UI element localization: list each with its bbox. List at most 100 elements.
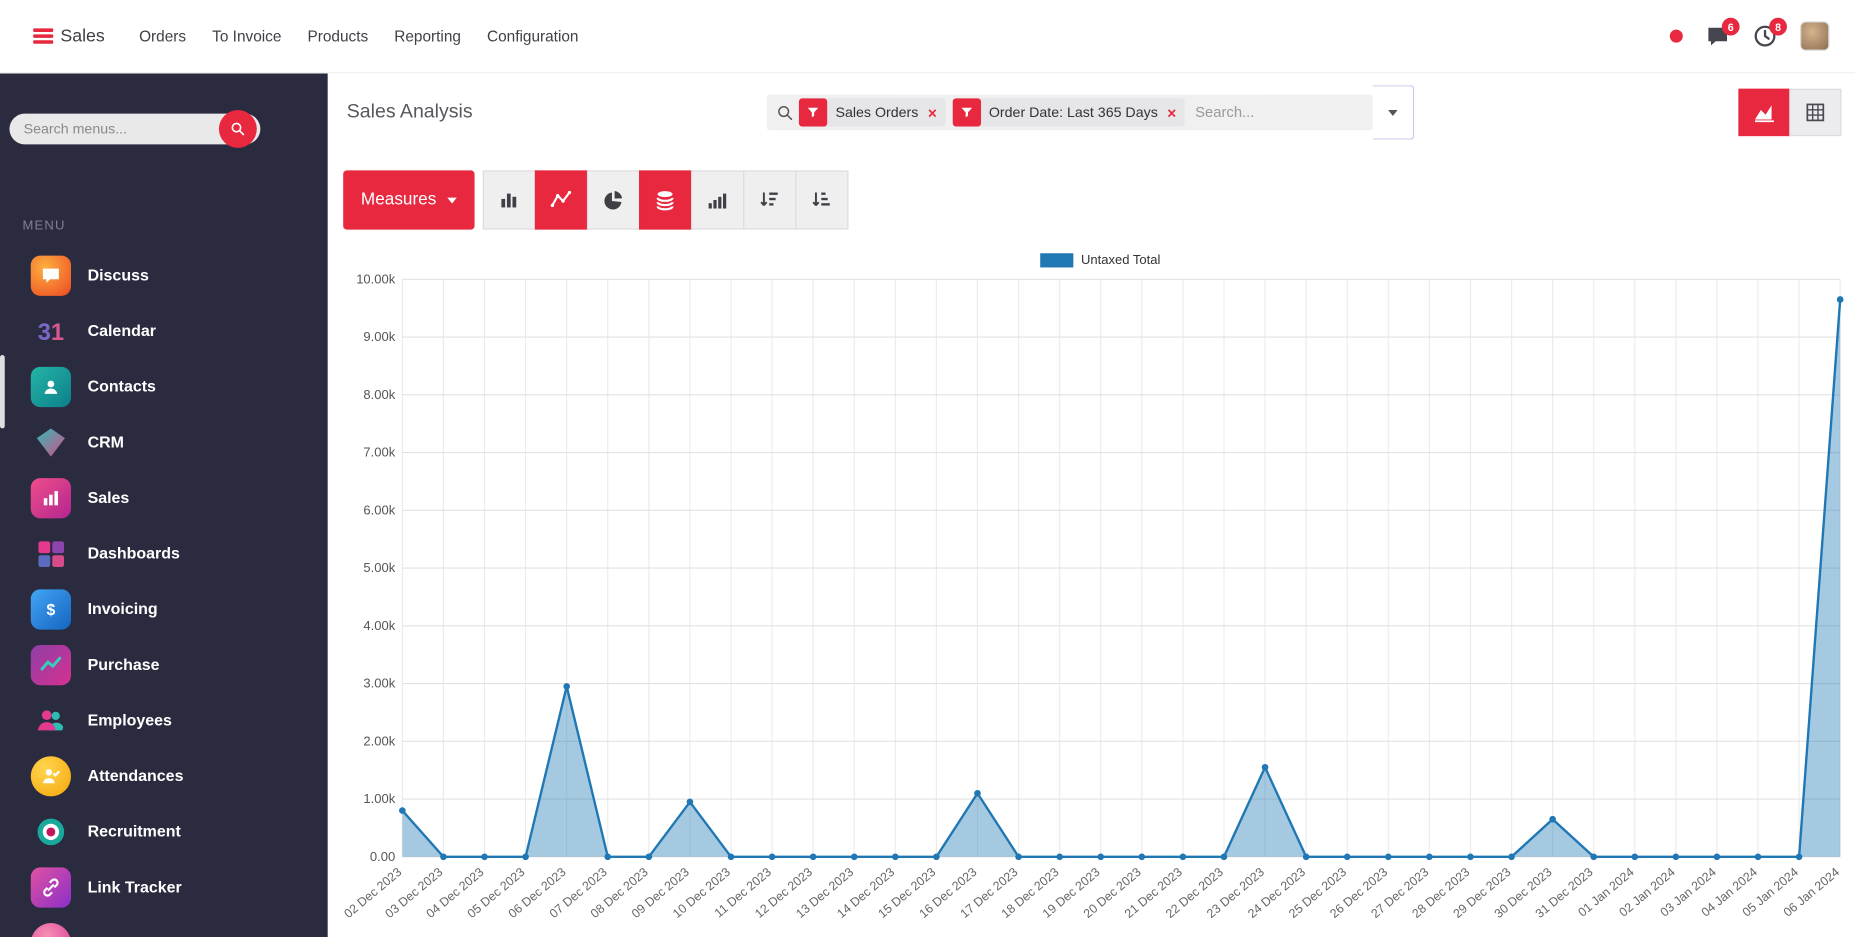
user-avatar[interactable] — [1799, 21, 1830, 51]
sidebar-item-attendances[interactable]: Attendances — [30, 748, 328, 804]
sidebar-item-link-tracker[interactable]: Link Tracker — [30, 859, 328, 915]
facet-close-icon[interactable]: × — [927, 103, 937, 122]
sort-desc-icon — [759, 189, 780, 210]
stacked-button[interactable] — [638, 170, 692, 230]
line-chart-icon — [550, 189, 572, 210]
chart-toolbar: Measures — [343, 170, 1855, 230]
cumulative-icon — [707, 189, 728, 210]
sort-asc-icon — [811, 189, 832, 210]
crm-icon — [31, 422, 71, 462]
sidebar-item-label: CRM — [87, 433, 124, 451]
sidebar-item-contacts[interactable]: Contacts — [30, 359, 328, 415]
svg-text:8.00k: 8.00k — [363, 387, 395, 402]
svg-text:10.00k: 10.00k — [356, 271, 396, 286]
sidebar-item-invoicing[interactable]: $ Invoicing — [30, 581, 328, 637]
search-facets: Sales Orders × Order Date: Last 365 Days × — [798, 98, 1185, 127]
search-bar[interactable]: Sales Orders × Order Date: Last 365 Days × — [766, 94, 1373, 131]
svg-text:31: 31 — [38, 320, 64, 346]
sidebar-item-purchase[interactable]: Purchase — [30, 637, 328, 693]
sidebar-item-discuss[interactable]: Discuss — [30, 247, 328, 303]
search-icon — [231, 122, 245, 136]
svg-text:3.00k: 3.00k — [363, 676, 395, 691]
topbar-menu-products[interactable]: Products — [307, 27, 369, 45]
measures-button[interactable]: Measures — [343, 170, 475, 230]
sidebar-item-calendar[interactable]: 31 Calendar — [31, 303, 328, 359]
svg-text:2.00k: 2.00k — [363, 733, 395, 748]
svg-text:$: $ — [46, 601, 55, 618]
app-brand[interactable]: Sales — [33, 26, 105, 46]
sort-desc-button[interactable] — [742, 170, 797, 230]
sidebar-search-button[interactable] — [218, 110, 257, 148]
topbar-menu: Orders To Invoice Products Reporting Configu… — [126, 27, 591, 45]
dashboards-icon — [31, 533, 71, 573]
activities-clock-icon[interactable]: 8 — [1753, 17, 1787, 49]
sidebar-item-label: Recruitment — [87, 822, 181, 841]
line-chart-button[interactable] — [534, 170, 588, 230]
messages-badge: 6 — [1721, 17, 1740, 36]
calendar-icon: 31 — [31, 311, 71, 351]
activity-dot-icon[interactable] — [1669, 29, 1683, 43]
sidebar-item-label: Calendar — [87, 321, 156, 340]
topbar-menu-orders[interactable]: Orders — [139, 27, 187, 45]
topbar-menu-reporting[interactable]: Reporting — [394, 27, 461, 45]
sidebar-item-label: Sales — [87, 488, 130, 507]
sidebar-item-partial[interactable] — [30, 915, 328, 937]
topbar: Sales Orders To Invoice Products Reporting C… — [0, 0, 1855, 74]
search-icon — [776, 104, 794, 122]
bar-chart-icon — [498, 189, 519, 210]
purchase-icon — [30, 644, 72, 685]
search-facet[interactable]: Order Date: Last 365 Days × — [952, 98, 1185, 127]
sidebar-item-sales[interactable]: Sales — [30, 470, 328, 526]
sidebar-app-list: Discuss 31 Calendar Contacts CRM Sales Dashboa… — [0, 247, 328, 937]
chart-section: Untaxed Total 0.00 1.00k 2.00k 3.00k 4.00k 5.… — [341, 251, 1855, 937]
clock-icon — [1754, 25, 1776, 47]
filter-icon — [952, 98, 981, 127]
filter-icon — [798, 98, 828, 127]
sidebar-search-input[interactable] — [9, 113, 261, 145]
main-content: Sales Analysis Sales Orders × Order Date: … — [327, 73, 1855, 937]
sidebar-scrollbar[interactable] — [0, 355, 5, 429]
sidebar-item-dashboards[interactable]: Dashboards — [31, 525, 328, 581]
view-switch-graph[interactable] — [1738, 88, 1791, 137]
search-input[interactable] — [1195, 104, 1364, 121]
bar-chart-button[interactable] — [482, 170, 536, 230]
topbar-menu-to-invoice[interactable]: To Invoice — [212, 27, 282, 45]
svg-text:5.00k: 5.00k — [363, 560, 395, 575]
chevron-down-icon — [446, 197, 457, 203]
link-tracker-icon — [30, 866, 72, 908]
pivot-view-icon — [1805, 102, 1826, 123]
sidebar-item-label: Invoicing — [87, 599, 158, 618]
measures-label: Measures — [360, 190, 437, 210]
legend-swatch — [1040, 253, 1074, 268]
topbar-menu-configuration[interactable]: Configuration — [486, 27, 579, 45]
svg-text:7.00k: 7.00k — [363, 445, 395, 460]
stacked-icon — [655, 189, 676, 211]
topbar-systray: 6 8 — [1669, 17, 1837, 51]
app-icon — [30, 922, 72, 937]
legend-label: Untaxed Total — [1080, 253, 1161, 268]
sidebar-item-label: Discuss — [87, 266, 149, 285]
cumulative-button[interactable] — [690, 170, 744, 230]
sidebar-item-crm[interactable]: CRM — [31, 414, 328, 470]
pie-chart-icon — [603, 189, 624, 210]
svg-text:1.00k: 1.00k — [363, 791, 395, 806]
search-facet[interactable]: Sales Orders × — [798, 98, 946, 127]
svg-text:4.00k: 4.00k — [363, 618, 395, 633]
pie-chart-button[interactable] — [586, 170, 640, 230]
sidebar-item-employees[interactable]: Employees — [31, 692, 328, 748]
svg-text:6.00k: 6.00k — [363, 502, 395, 517]
messages-icon[interactable]: 6 — [1705, 17, 1740, 49]
view-switch-pivot[interactable] — [1789, 88, 1842, 137]
svg-text:9.00k: 9.00k — [363, 329, 395, 344]
search-options-toggle[interactable] — [1372, 85, 1415, 140]
sidebar: MENU Discuss 31 Calendar Contacts CRM Sales Da… — [0, 73, 328, 937]
sidebar-item-label: Link Tracker — [87, 878, 182, 896]
facet-close-icon[interactable]: × — [1167, 103, 1177, 122]
sort-asc-button[interactable] — [794, 170, 849, 230]
sidebar-item-recruitment[interactable]: Recruitment — [31, 804, 328, 860]
chevron-down-icon — [1388, 109, 1398, 116]
sidebar-item-label: Purchase — [87, 655, 160, 674]
sales-chart[interactable]: 0.00 1.00k 2.00k 3.00k 4.00k 5.00k 6.00k 7.00k 8… — [341, 270, 1855, 937]
hamburger-icon[interactable] — [33, 28, 54, 44]
